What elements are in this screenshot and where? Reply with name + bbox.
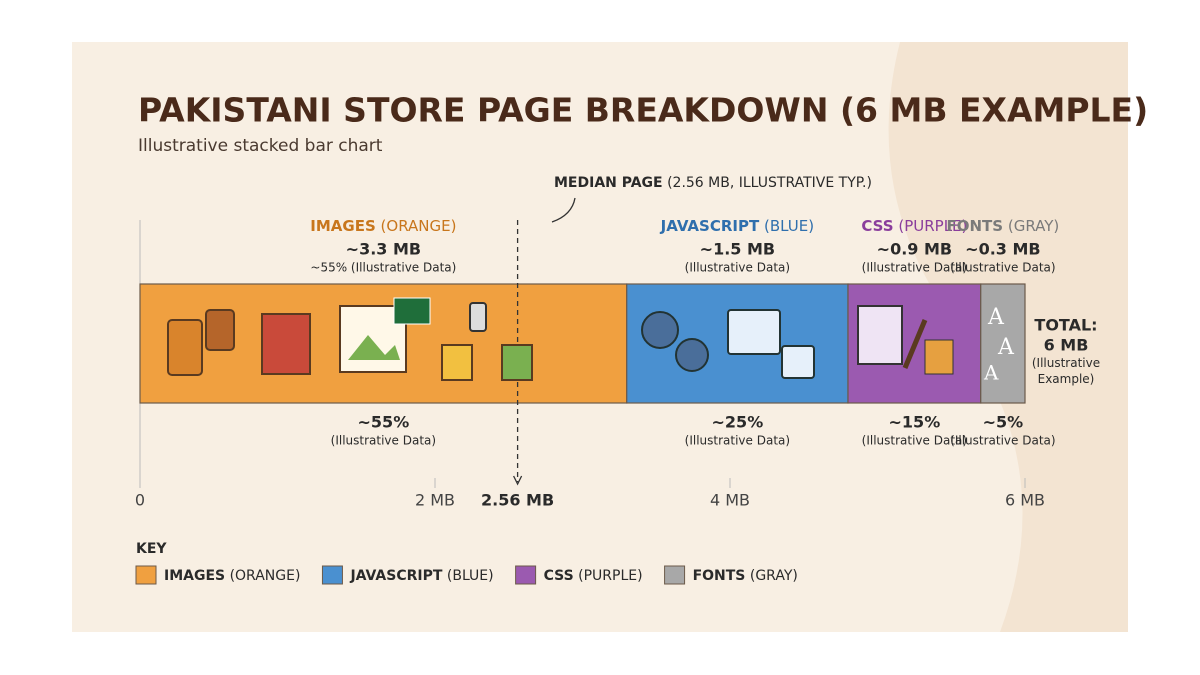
legend-color-name: (GRAY) — [750, 568, 798, 584]
icon — [675, 338, 709, 372]
median-annotation-text: (2.56 MB, ILLUSTRATIVE TYP.) — [667, 175, 872, 191]
icon — [781, 345, 815, 379]
segment-name-bold: CSS — [861, 217, 893, 235]
icon — [441, 344, 473, 381]
legend-name: JAVASCRIPT — [349, 568, 442, 584]
segment-name-bold: FONTS — [946, 217, 1003, 235]
icon — [641, 311, 679, 349]
icon — [469, 302, 487, 332]
annotation-arrow — [551, 197, 576, 223]
total-note-line: (Illustrative — [1032, 356, 1100, 370]
segment-name-bold: JAVASCRIPT — [660, 217, 760, 235]
note-top: (Illustrative Data) — [685, 261, 790, 275]
icon — [205, 309, 235, 351]
icon — [393, 297, 431, 325]
legend-title: KEY — [136, 541, 167, 557]
value-label: ~0.3 MB — [965, 240, 1040, 259]
legend-name: FONTS — [693, 568, 746, 584]
note-bottom: (Illustrative Data) — [685, 434, 790, 448]
median-arrowhead — [513, 475, 523, 486]
percent-label: ~5% — [983, 413, 1024, 432]
x-tick-label: 2 MB — [415, 491, 455, 510]
icons: AAA — [167, 297, 1015, 385]
x-tick-label: 4 MB — [710, 491, 750, 510]
legend-label: IMAGES (ORANGE) — [164, 568, 300, 584]
legend-swatch — [515, 565, 537, 585]
legend-swatch — [664, 565, 686, 585]
icon — [261, 313, 311, 375]
legend-color-name: (BLUE) — [447, 568, 494, 584]
legend-swatch — [321, 565, 343, 585]
x-tick-label: 6 MB — [1005, 491, 1045, 510]
legend-label: FONTS (GRAY) — [693, 568, 798, 584]
icon — [857, 305, 903, 365]
note-top: (Illustrative Data) — [862, 261, 967, 275]
value-label: ~3.3 MB — [346, 240, 421, 259]
note-bottom: (Illustrative Data) — [331, 434, 436, 448]
median-annotation-bold: MEDIAN PAGE — [554, 175, 663, 191]
bar-segment — [980, 283, 1026, 404]
segment-color-name: (BLUE) — [764, 217, 814, 235]
segment-name-bold: IMAGES — [310, 217, 375, 235]
icon — [727, 309, 781, 355]
chart-title: PAKISTANI STORE PAGE BREAKDOWN (6 MB EXA… — [138, 91, 1148, 130]
note-top: ~55% (Illustrative Data) — [310, 261, 456, 275]
total-value: 6 MB — [1044, 336, 1089, 355]
chart-subtitle: Illustrative stacked bar chart — [138, 136, 383, 156]
total-note: (Illustrative Example) — [1032, 356, 1100, 386]
segment-name: IMAGES (ORANGE) — [310, 217, 456, 235]
segment-color-name: (GRAY) — [1008, 217, 1059, 235]
note-bottom: (Illustrative Data) — [862, 434, 967, 448]
note-bottom: (Illustrative Data) — [950, 434, 1055, 448]
legend-color-name: (PURPLE) — [578, 568, 642, 584]
icon: A — [983, 361, 999, 385]
segment-name: JAVASCRIPT (BLUE) — [660, 217, 814, 235]
value-label: ~0.9 MB — [877, 240, 952, 259]
median-annotation: MEDIAN PAGE (2.56 MB, ILLUSTRATIVE TYP.) — [554, 175, 872, 191]
percent-label: ~25% — [712, 413, 764, 432]
value-label: ~1.5 MB — [700, 240, 775, 259]
median-label: 2.56 MB — [481, 491, 554, 510]
icon: A — [987, 305, 1005, 330]
percent-label: ~15% — [889, 413, 941, 432]
legend-swatch — [135, 565, 157, 585]
segment-color-name: (ORANGE) — [381, 217, 457, 235]
icon — [902, 319, 928, 369]
segment-name: FONTS (GRAY) — [946, 217, 1059, 235]
segment-name: CSS (PURPLE) — [861, 217, 967, 235]
total-note-line: Example) — [1038, 372, 1095, 386]
legend-name: CSS — [544, 568, 574, 584]
segment-color-name: (PURPLE) — [898, 217, 967, 235]
icon — [501, 344, 533, 381]
icon — [924, 339, 954, 375]
icon — [167, 319, 203, 376]
total-heading: TOTAL: — [1034, 316, 1097, 335]
note-top: (Illustrative Data) — [950, 261, 1055, 275]
icon: A — [997, 335, 1015, 360]
legend-label: CSS (PURPLE) — [544, 568, 643, 584]
icon — [348, 335, 400, 360]
legend-label: JAVASCRIPT (BLUE) — [349, 568, 493, 584]
legend-name: IMAGES — [164, 568, 225, 584]
x-tick-label: 0 — [135, 491, 145, 510]
percent-label: ~55% — [358, 413, 410, 432]
legend-color-name: (ORANGE) — [230, 568, 301, 584]
